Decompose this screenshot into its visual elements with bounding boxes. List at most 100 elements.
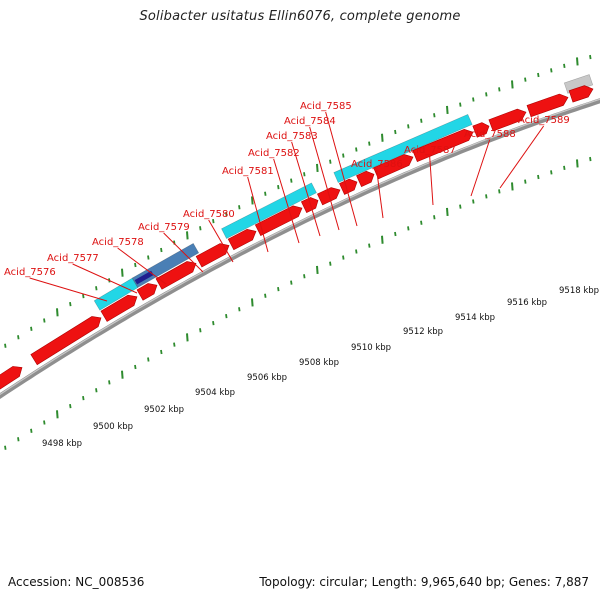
lower-tick-major [576, 159, 579, 168]
upper-tick-minor [433, 113, 436, 118]
gene-label-acid-7579: Acid_7579 [138, 222, 190, 233]
gene-arrow-shape [568, 85, 594, 103]
lower-tick-minor [225, 314, 228, 319]
upper-tick-minor [485, 92, 488, 97]
lower-tick-minor [277, 287, 280, 292]
gene-arrow-10 [317, 187, 341, 206]
scale-label-9506: 9506 kbp [247, 373, 287, 383]
lower-tick-major [56, 410, 59, 419]
gene-arrow-shape [30, 316, 102, 366]
tick-marks [4, 54, 592, 450]
gene-arrow-shape [100, 294, 138, 322]
gene-arrow-shape [0, 366, 23, 392]
gene-arrow-shape [526, 93, 569, 118]
gene-arrow-shape [339, 178, 358, 195]
upper-tick-major [576, 57, 579, 66]
upper-tick-minor [17, 335, 20, 340]
backbone-track [0, 98, 600, 399]
lower-tick-minor [550, 170, 553, 175]
gene-arrow-shape [317, 187, 341, 206]
upper-tick-minor [563, 63, 566, 68]
upper-tick-minor [368, 141, 371, 146]
upper-tick-major [316, 163, 319, 172]
gene-label-acid-7588: Acid_7588 [464, 129, 516, 140]
gene-label-acid-7589: Acid_7589 [518, 115, 570, 126]
gene-arrow-shape [488, 108, 527, 132]
gene-label-acid-7584: Acid_7584 [284, 116, 336, 127]
upper-tick-minor [407, 124, 410, 129]
upper-tick-minor [238, 205, 241, 210]
gene-arrow-4 [136, 283, 158, 301]
upper-tick-major [511, 80, 514, 89]
leader-line-1 [29, 277, 108, 302]
leader-line-5 [208, 219, 234, 263]
gene-arrow-12 [356, 170, 375, 187]
lower-tick-minor [82, 396, 85, 401]
gene-arrow-shape [136, 283, 158, 301]
gene-label-acid-7585: Acid_7585 [300, 101, 352, 112]
cds-region-3-shape [333, 113, 473, 184]
lower-tick-minor [290, 280, 293, 285]
scale-label-9512: 9512 kbp [403, 327, 443, 337]
lower-tick-minor [69, 404, 72, 409]
gene-arrow-shape [155, 261, 197, 290]
map-title: Solibacter usitatus Ellin6076, complete … [139, 9, 461, 24]
upper-tick-minor [212, 218, 215, 224]
gene-label-acid-7578: Acid_7578 [92, 237, 144, 248]
scale-label-9514: 9514 kbp [455, 313, 495, 323]
gene-arrow-18 [568, 85, 594, 103]
upper-tick-minor [550, 68, 553, 73]
lower-tick-minor [589, 156, 592, 162]
upper-tick-minor [355, 147, 358, 152]
scale-label-9498: 9498 kbp [42, 439, 82, 449]
lower-tick-major [121, 370, 124, 379]
gene-arrow-17 [526, 93, 569, 118]
lower-tick-minor [95, 388, 98, 393]
upper-tick-minor [329, 159, 332, 164]
upper-tick-major [121, 268, 124, 277]
cds-region-2 [221, 182, 317, 239]
lower-tick-minor [433, 215, 436, 220]
upper-tick-minor [30, 326, 33, 331]
protein-domain-inner [134, 270, 154, 285]
upper-tick-minor [199, 226, 202, 231]
lower-tick-minor [329, 261, 332, 266]
upper-tick-minor [472, 97, 475, 102]
cds-region-1 [93, 277, 139, 311]
lower-tick-major [446, 207, 449, 217]
upper-tick-minor [524, 77, 527, 82]
upper-tick-minor [264, 191, 267, 196]
upper-tick-major [381, 133, 384, 142]
gene-arrow-11 [339, 178, 358, 195]
gene-arrow-3 [100, 294, 138, 322]
lower-tick-minor [264, 293, 267, 298]
scale-label-9518: 9518 kbp [559, 286, 599, 296]
lower-tick-minor [407, 226, 410, 231]
upper-tick-minor [43, 318, 46, 323]
gene-arrow-5 [155, 261, 197, 290]
scale-label-9500: 9500 kbp [93, 422, 133, 432]
upper-tick-major [446, 105, 449, 115]
accession-label: Accession: NC_008536 [8, 575, 145, 589]
leader-line-14 [499, 125, 545, 189]
upper-tick-major [251, 196, 254, 205]
lower-tick-minor [368, 243, 371, 248]
upper-tick-minor [82, 294, 85, 299]
lower-tick-minor [160, 349, 163, 355]
leader-line-11 [376, 169, 384, 219]
gene-arrow-14 [412, 129, 474, 163]
gene-labels: Acid_7576 Acid_7577 Acid_7578 Acid_7579 Acid… [4, 101, 570, 278]
upper-tick-minor [498, 87, 501, 92]
lower-tick-minor [394, 231, 397, 237]
scale-label-9516: 9516 kbp [507, 298, 547, 308]
upper-tick-major [186, 231, 189, 240]
lower-tick-minor [212, 320, 215, 326]
scale-labels: 9498 kbp 9500 kbp 9502 kbp 9504 kbp 9506 kbp… [42, 286, 599, 449]
lower-tick-minor [173, 342, 176, 347]
lower-tick-minor [537, 174, 540, 180]
backbone-highlight [0, 98, 600, 396]
lower-tick-minor [134, 364, 137, 370]
gene-arrow-15 [472, 122, 490, 138]
leader-line-9 [309, 126, 340, 231]
